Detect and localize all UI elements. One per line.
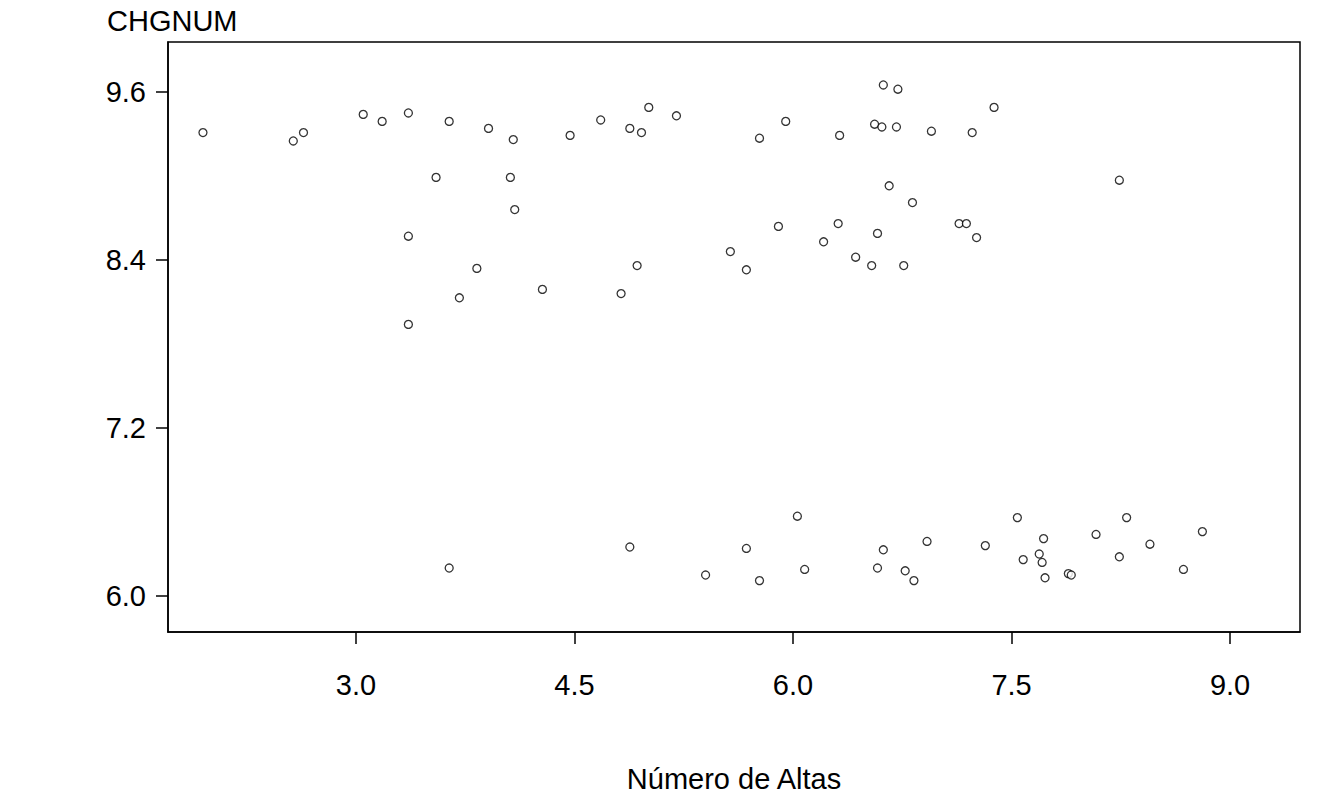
svg-text:9.6: 9.6 [106,76,146,108]
svg-text:3.0: 3.0 [336,669,376,701]
svg-text:7.2: 7.2 [106,412,146,444]
svg-text:4.5: 4.5 [554,669,594,701]
svg-text:CHGNUM: CHGNUM [107,5,238,37]
svg-text:9.0: 9.0 [1210,669,1250,701]
svg-text:Número de Altas: Número de Altas [627,763,841,795]
svg-text:6.0: 6.0 [106,580,146,612]
svg-text:8.4: 8.4 [106,244,146,276]
svg-text:6.0: 6.0 [773,669,813,701]
svg-text:7.5: 7.5 [991,669,1031,701]
